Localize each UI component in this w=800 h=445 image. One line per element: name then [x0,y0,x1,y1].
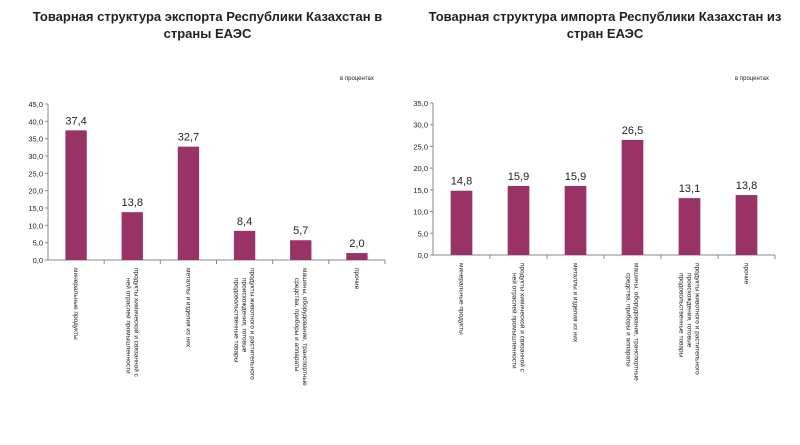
data-label: 37,4 [65,115,86,127]
bar [65,130,87,260]
data-label: 14,8 [451,176,472,188]
x-tick-label: машины, оборудование, транспортныесредст… [625,263,641,381]
chart-title-import: Товарная структура импорта Республики Ка… [428,9,782,41]
bar [621,139,644,255]
x-tick-label: машины, оборудование, транспортныесредст… [293,268,309,386]
y-tick-label: 0,0 [418,251,428,260]
x-tick-label: прочие [743,263,750,285]
y-tick-label: 20,0 [413,164,428,173]
y-tick-label: 30,0 [413,121,428,130]
unit-note: в процентах [735,76,769,82]
y-tick-label: 25,0 [28,169,43,178]
y-tick-label: 20,0 [28,187,43,196]
data-label: 15,9 [565,171,586,183]
x-tick-label: металлы и изделия из них [572,263,579,343]
x-tick-label: продукты животного и растительногопроисх… [678,263,701,375]
bar [564,185,587,255]
data-label: 32,7 [178,132,199,144]
x-tick-label: продукты химической и связанной сней отр… [511,263,527,373]
bar [121,212,143,260]
y-tick-label: 5,0 [33,239,43,248]
bar [233,230,256,260]
bar [735,195,758,255]
x-tick-label: прочие [353,268,360,290]
bar [678,198,701,255]
data-label: 8,4 [237,216,252,228]
y-tick-label: 0,0 [33,256,43,265]
data-label: 13,8 [122,197,143,209]
y-tick-label: 10,0 [413,208,428,217]
chart-title-export: Товарная структура экспорта Республики К… [32,9,383,41]
y-tick-label: 25,0 [413,142,428,151]
x-tick-label: минеральные продукты [72,268,79,340]
data-label: 26,5 [622,125,643,137]
bar [346,253,368,260]
data-label: 13,8 [736,180,757,192]
bar [290,240,312,260]
y-tick-label: 30,0 [28,152,43,161]
y-tick-label: 35,0 [413,99,428,108]
data-label: 2,0 [349,238,364,250]
unit-note: в процентах [340,76,374,82]
y-tick-label: 40,0 [28,117,43,126]
bar [177,146,200,260]
data-label: 15,9 [508,171,529,183]
y-tick-label: 5,0 [418,229,428,238]
y-tick-label: 45,0 [28,100,43,109]
x-tick-label: продукты химической и связанной сней отр… [124,268,140,378]
y-tick-label: 35,0 [28,135,43,144]
data-label: 5,7 [293,225,308,237]
y-tick-label: 15,0 [28,204,43,213]
y-tick-label: 15,0 [413,186,428,195]
x-tick-label: продукты животного и растительногопроисх… [233,268,256,380]
data-label: 13,1 [679,183,700,195]
bar [450,190,473,255]
y-tick-label: 10,0 [28,221,43,230]
x-tick-label: металлы и изделия из них [184,268,191,348]
x-tick-label: минеральные продукты [458,263,465,335]
bar [507,185,530,255]
